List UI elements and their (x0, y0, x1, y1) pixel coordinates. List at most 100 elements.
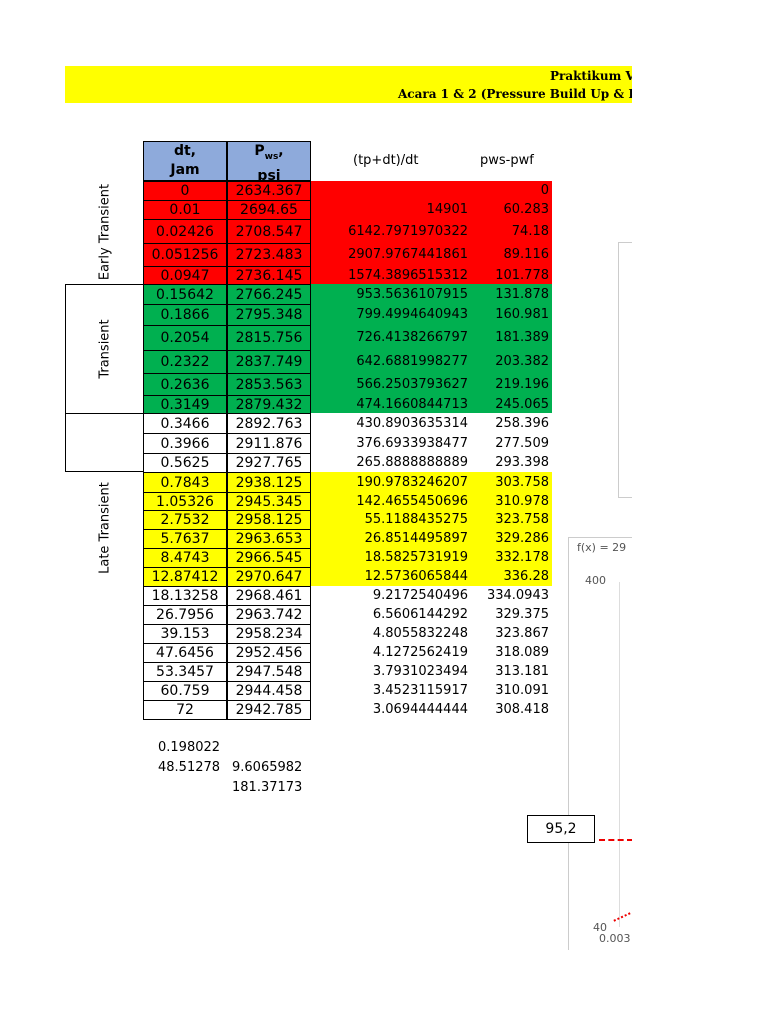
cell: 0.15642 (143, 284, 227, 305)
cell: 0.3149 (143, 395, 227, 414)
cell: 2927.765 (227, 453, 311, 473)
cell: 2.7532 (143, 510, 227, 530)
row-fill (143, 284, 552, 304)
cell: 329.286 (495, 531, 549, 546)
cell: 2958.125 (227, 510, 311, 530)
row-fill (143, 567, 552, 586)
cell: 2911.876 (227, 433, 311, 454)
header-text: , (278, 143, 284, 159)
cell: 474.1660844713 (356, 396, 468, 412)
row-fill (143, 266, 552, 284)
title: Praktikum V (550, 69, 632, 83)
cell: 2708.547 (227, 219, 311, 244)
cell: 2966.545 (227, 548, 311, 568)
banner: Praktikum V Acara 1 & 2 (Pressure Build … (65, 66, 632, 103)
cell: 265.8888888889 (356, 455, 468, 470)
cell: 160.981 (495, 307, 549, 322)
cell: 2963.742 (227, 605, 311, 625)
header-cell: dt, Jam (143, 141, 227, 181)
cell: 2694.65 (227, 200, 311, 220)
cell: 2634.367 (227, 181, 311, 201)
cell: 9.2172540496 (372, 588, 468, 603)
header-text: Jam (170, 162, 200, 178)
cell: 2879.432 (227, 395, 311, 414)
cell: 0.01 (143, 200, 227, 220)
cell: 181.389 (495, 330, 549, 345)
header-text: dt, (173, 143, 197, 159)
cell: 323.867 (495, 626, 549, 641)
axis (619, 582, 620, 927)
cell: 2795.348 (227, 304, 311, 326)
cell: 39.153 (143, 624, 227, 644)
cell: 5.7637 (143, 529, 227, 549)
chart-border: f(x) = 29 400 40 0.003 (568, 537, 632, 950)
cell: 2723.483 (227, 243, 311, 267)
cell: 277.509 (495, 435, 549, 451)
row-fill (143, 373, 552, 395)
cell: 2892.763 (227, 413, 311, 434)
cell: 14901 (426, 202, 468, 217)
y-tick-label: 40 (593, 921, 607, 934)
extra: 9.6065982 (232, 760, 303, 775)
cell: 203.382 (495, 354, 549, 369)
cell: 336.28 (503, 569, 550, 584)
row-fill (143, 243, 552, 266)
cell: 0.1866 (143, 304, 227, 326)
cell: 2907.9767441861 (348, 247, 468, 262)
cell: 376.6933938477 (356, 435, 468, 451)
cell: 293.398 (495, 455, 549, 470)
region-label: Late Transient (97, 482, 113, 574)
header-text: (tp+dt)/dt (353, 153, 419, 168)
region-label: Early Transient (97, 183, 113, 281)
row-fill (143, 548, 552, 567)
cell: 799.4994640943 (356, 307, 468, 322)
cell: 2944.458 (227, 681, 311, 701)
cell: 0.2322 (143, 350, 227, 374)
chart-border (618, 242, 632, 498)
cell: 18.5825731919 (364, 550, 468, 565)
cell: 60.759 (143, 681, 227, 701)
cell: 310.091 (495, 683, 549, 698)
cell: 334.0943 (486, 588, 549, 603)
cell: 0.051256 (143, 243, 227, 267)
cell: 60.283 (503, 202, 550, 217)
cell: 3.0694444444 (372, 702, 468, 717)
extra: 181.37173 (232, 780, 303, 795)
cell: 6.5606144292 (372, 607, 468, 622)
cell: 953.5636107915 (356, 286, 468, 302)
cell: 89.116 (503, 247, 550, 262)
trend-line (599, 839, 632, 841)
row-fill (143, 492, 552, 510)
cell: 53.3457 (143, 662, 227, 682)
header-text: pws-pwf (480, 153, 534, 168)
cell: 26.7956 (143, 605, 227, 625)
cell: 329.375 (495, 607, 549, 622)
cell: 55.1188435275 (364, 512, 468, 527)
cell: 3.4523115917 (372, 683, 468, 698)
cell: 310.978 (495, 493, 549, 509)
region-divider (65, 413, 143, 414)
cell: 726.4138266797 (356, 330, 468, 345)
cell: 74.18 (511, 223, 549, 239)
row-fill (143, 510, 552, 529)
cell: 323.758 (495, 512, 549, 527)
cell: 2853.563 (227, 373, 311, 396)
cell: 26.8514495897 (364, 531, 468, 546)
row-fill (143, 472, 552, 492)
cell: 3.7931023494 (372, 664, 468, 679)
cell: 0.02426 (143, 219, 227, 244)
cell: 8.4743 (143, 548, 227, 568)
cell: 430.8903635314 (356, 415, 468, 431)
cell: 0.3466 (143, 413, 227, 434)
cell: 72 (143, 700, 227, 720)
header-cell: Pws, psi (227, 141, 311, 184)
cell: 642.6881998277 (356, 354, 468, 369)
row-fill (143, 395, 552, 413)
cell: 2968.461 (227, 586, 311, 606)
cell: 4.8055832248 (372, 626, 468, 641)
cell: 2938.125 (227, 472, 311, 493)
cell: 18.13258 (143, 586, 227, 606)
cell: 2958.234 (227, 624, 311, 644)
formula: f(x) = 29 (577, 541, 627, 554)
